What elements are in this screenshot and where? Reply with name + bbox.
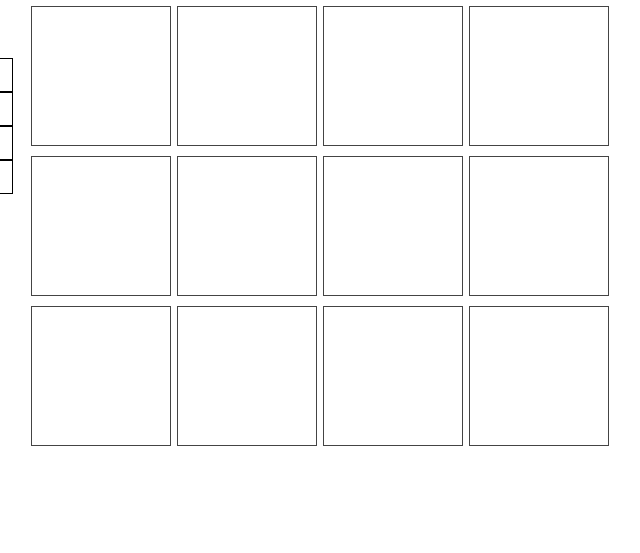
tile-a2-heatmap bbox=[177, 6, 317, 146]
figure-row-b bbox=[0, 156, 640, 296]
tile-b2-heatmap bbox=[177, 156, 317, 296]
tile-a3-histology bbox=[323, 6, 463, 146]
tile-b4-heatmap bbox=[469, 156, 609, 296]
tile-c4-heatmap bbox=[469, 306, 609, 446]
tile-a1-histology bbox=[31, 6, 171, 146]
tile-c3-histology bbox=[323, 306, 463, 446]
figure-dcis-features bbox=[0, 0, 640, 446]
table-row bbox=[0, 126, 12, 160]
tile-c2-heatmap bbox=[177, 306, 317, 446]
tile-b3-histology bbox=[323, 156, 463, 296]
cropped-table-fragment bbox=[0, 58, 13, 194]
table-row bbox=[0, 92, 12, 126]
figure-row-a bbox=[0, 6, 640, 146]
figure-row-c bbox=[0, 306, 640, 446]
tile-c1-histology bbox=[31, 306, 171, 446]
tile-a4-heatmap bbox=[469, 6, 609, 146]
tile-b1-histology bbox=[31, 156, 171, 296]
table-row bbox=[0, 58, 12, 92]
table-row bbox=[0, 160, 12, 194]
